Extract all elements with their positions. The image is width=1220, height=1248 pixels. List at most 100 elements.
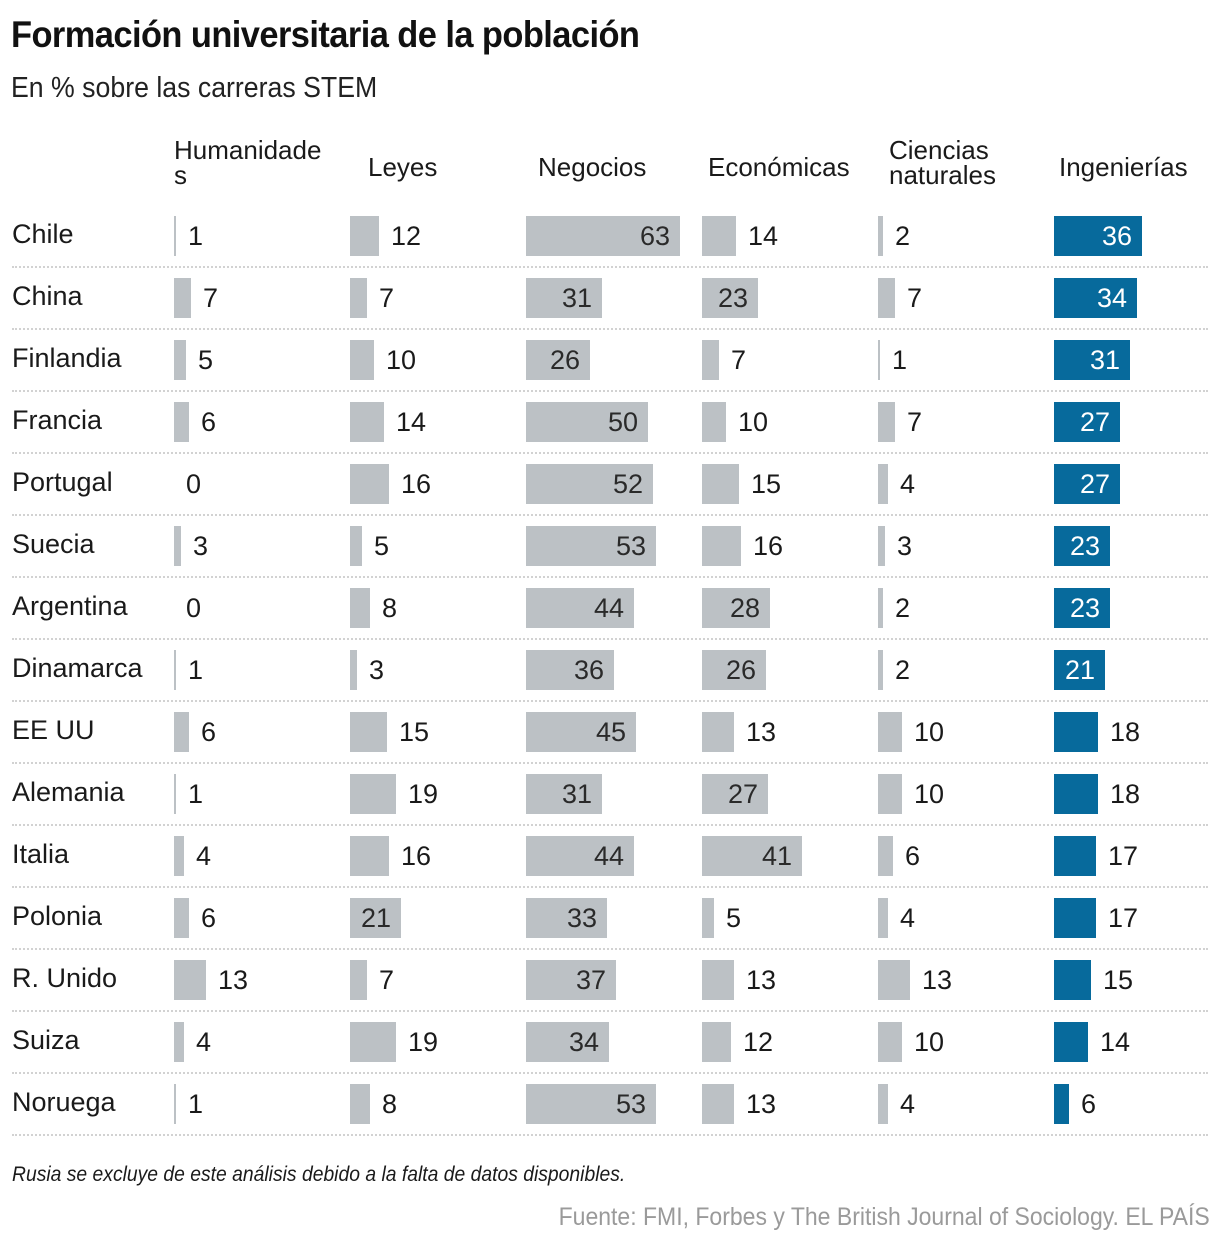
bar-negocios xyxy=(526,960,616,1000)
bar-leyes xyxy=(350,464,389,504)
row-divider xyxy=(12,824,1208,826)
country-label: Italia xyxy=(12,839,70,869)
value-label-leyes: 12 xyxy=(391,221,422,251)
bar-negocios xyxy=(526,836,634,876)
bar-economicas xyxy=(702,588,770,628)
row-divider xyxy=(12,1010,1208,1012)
column-header-line: s xyxy=(174,160,187,190)
bar-ingenierias xyxy=(1054,650,1105,690)
value-label-leyes: 5 xyxy=(374,531,390,561)
bar-ingenierias xyxy=(1054,712,1098,752)
bar-ingenierias xyxy=(1054,588,1110,628)
bar-ciencias-naturales xyxy=(878,650,883,690)
bar-ciencias-naturales xyxy=(878,402,895,442)
row-divider xyxy=(12,638,1208,640)
value-label-leyes: 8 xyxy=(382,1089,398,1119)
bar-humanidades xyxy=(174,836,184,876)
bar-negocios xyxy=(526,588,634,628)
row-divider xyxy=(12,886,1208,888)
value-label-humanidades: 6 xyxy=(201,903,217,933)
value-label-economicas: 13 xyxy=(746,717,777,747)
country-label: China xyxy=(12,281,83,311)
table-row: Argentina 0 8 44 28 2 23 xyxy=(0,588,1220,650)
value-label-leyes: 10 xyxy=(386,345,417,375)
bar-leyes xyxy=(350,1022,396,1062)
row-divider xyxy=(12,700,1208,702)
bar-economicas xyxy=(702,526,741,566)
bar-ciencias-naturales xyxy=(878,526,885,566)
bar-economicas xyxy=(702,960,734,1000)
value-label-leyes: 7 xyxy=(379,965,395,995)
table-row: Dinamarca 1 3 36 26 2 21 xyxy=(0,650,1220,712)
column-header-line: Humanidade xyxy=(174,135,322,165)
value-label-economicas: 23 xyxy=(717,283,748,313)
bar-economicas xyxy=(702,464,739,504)
bar-humanidades xyxy=(174,712,189,752)
row-divider xyxy=(12,452,1208,454)
bar-leyes xyxy=(350,960,367,1000)
bar-ingenierias xyxy=(1054,1022,1088,1062)
bar-humanidades xyxy=(174,402,189,442)
value-label-humanidades: 6 xyxy=(201,407,217,437)
bar-humanidades xyxy=(174,526,181,566)
bar-negocios xyxy=(526,712,636,752)
bar-negocios xyxy=(526,464,653,504)
country-label: Suecia xyxy=(12,529,95,559)
value-label-negocios: 45 xyxy=(595,717,626,747)
value-label-humanidades: 1 xyxy=(188,1089,204,1119)
table-row: Italia 4 16 44 41 6 17 xyxy=(0,836,1220,898)
bar-negocios xyxy=(526,216,680,256)
value-label-ingenierias: 23 xyxy=(1069,531,1100,561)
country-label: Alemania xyxy=(12,777,125,807)
bar-humanidades xyxy=(174,340,186,380)
value-label-economicas: 16 xyxy=(753,531,784,561)
value-label-negocios: 31 xyxy=(561,779,592,809)
column-header-line: Económicas xyxy=(708,152,850,182)
bar-ciencias-naturales xyxy=(878,898,888,938)
value-label-economicas: 7 xyxy=(731,345,747,375)
bar-negocios xyxy=(526,402,648,442)
row-divider xyxy=(12,390,1208,392)
column-header-humanidades: Humanidade s xyxy=(174,135,322,190)
bar-negocios xyxy=(526,340,590,380)
bar-ciencias-naturales xyxy=(878,278,895,318)
value-label-ingenierias: 31 xyxy=(1089,345,1120,375)
bar-leyes xyxy=(350,650,357,690)
value-label-humanidades: 1 xyxy=(188,655,204,685)
value-label-negocios: 34 xyxy=(568,1027,599,1057)
value-label-leyes: 21 xyxy=(360,903,391,933)
bar-humanidades xyxy=(174,216,176,256)
bar-ciencias-naturales xyxy=(878,588,883,628)
value-label-economicas: 28 xyxy=(729,593,760,623)
row-divider xyxy=(12,514,1208,516)
value-label-ingenierias: 23 xyxy=(1069,593,1100,623)
bar-economicas xyxy=(702,898,714,938)
value-label-negocios: 63 xyxy=(639,221,670,251)
value-label-ciencias-naturales: 4 xyxy=(900,903,916,933)
bar-leyes xyxy=(350,526,362,566)
table-row: Francia 6 14 50 10 7 27 xyxy=(0,402,1220,464)
bar-economicas xyxy=(702,278,758,318)
value-label-leyes: 16 xyxy=(401,469,432,499)
table-row: Suecia 3 5 53 16 3 23 xyxy=(0,526,1220,588)
value-label-economicas: 13 xyxy=(746,1089,777,1119)
value-label-ciencias-naturales: 1 xyxy=(892,345,908,375)
value-label-ciencias-naturales: 10 xyxy=(914,779,945,809)
value-label-leyes: 19 xyxy=(408,779,439,809)
bar-leyes xyxy=(350,898,401,938)
bar-negocios xyxy=(526,1022,609,1062)
table-row: Finlandia 5 10 26 7 1 31 xyxy=(0,340,1220,402)
column-header-leyes: Leyes xyxy=(368,154,437,180)
country-label: Finlandia xyxy=(12,343,122,373)
value-label-humanidades: 0 xyxy=(186,593,202,623)
bar-leyes xyxy=(350,836,389,876)
value-label-ciencias-naturales: 7 xyxy=(907,407,923,437)
column-header-ingenierias: Ingenierías xyxy=(1059,154,1188,180)
bar-ingenierias xyxy=(1054,216,1142,256)
value-label-negocios: 26 xyxy=(549,345,580,375)
bar-ingenierias xyxy=(1054,402,1120,442)
value-label-leyes: 14 xyxy=(396,407,427,437)
bar-negocios xyxy=(526,1084,656,1124)
bar-humanidades xyxy=(174,898,189,938)
bar-ingenierias xyxy=(1054,774,1098,814)
